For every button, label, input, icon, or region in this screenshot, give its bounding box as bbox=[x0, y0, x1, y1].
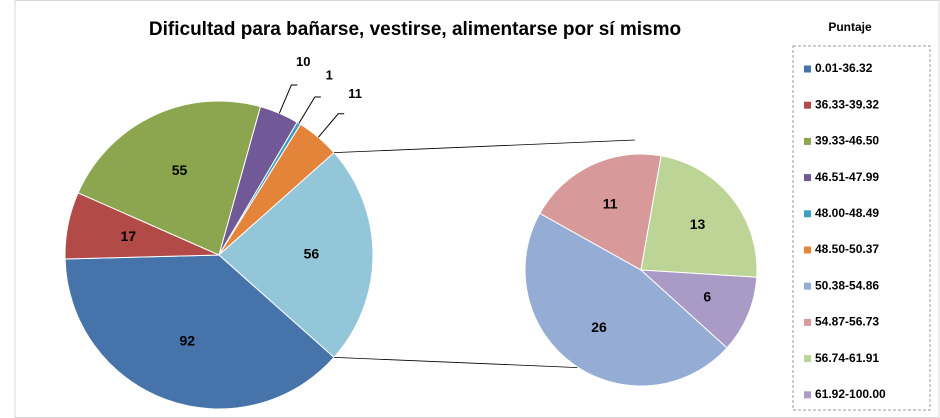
legend-title: Puntaje bbox=[828, 20, 872, 34]
leader-line bbox=[317, 113, 345, 138]
data-label: 92 bbox=[179, 332, 195, 348]
legend-swatch bbox=[804, 101, 811, 109]
legend-swatch bbox=[804, 174, 811, 182]
data-label: 55 bbox=[172, 162, 188, 178]
legend-label: 48.50-50.37 bbox=[815, 242, 879, 256]
data-label: 13 bbox=[690, 216, 706, 232]
data-label: 56 bbox=[304, 246, 320, 262]
legend-swatch bbox=[804, 318, 811, 326]
pie-slice bbox=[539, 153, 662, 271]
legend-label: 48.00-48.49 bbox=[815, 206, 879, 220]
leader-line bbox=[298, 96, 321, 124]
legend-swatch bbox=[804, 391, 811, 399]
data-label: 11 bbox=[603, 196, 618, 212]
pie-slice bbox=[524, 212, 728, 387]
data-label: 6 bbox=[703, 289, 711, 305]
data-label: 10 bbox=[296, 54, 310, 69]
legend-swatch bbox=[804, 137, 811, 145]
data-label: 1 bbox=[326, 67, 333, 82]
legend-label: 50.38-54.86 bbox=[815, 278, 879, 292]
legend-label: 36.33-39.32 bbox=[815, 97, 879, 111]
legend-label: 56.74-61.91 bbox=[815, 351, 879, 365]
legend-label: 0.01-36.32 bbox=[815, 61, 873, 75]
legend-swatch bbox=[804, 246, 811, 254]
legend-swatch bbox=[804, 65, 811, 73]
legend-label: 39.33-46.50 bbox=[815, 134, 879, 148]
leader-line bbox=[278, 84, 298, 114]
pie-slice bbox=[639, 269, 758, 349]
legend-label: 61.92-100.00 bbox=[815, 387, 886, 401]
legend-swatch bbox=[804, 210, 811, 218]
pie-slice bbox=[218, 151, 374, 359]
pie-slice bbox=[64, 254, 335, 410]
legend-swatch bbox=[804, 282, 811, 290]
pie-slice bbox=[77, 100, 262, 256]
legend-label: 46.51-47.99 bbox=[815, 170, 879, 184]
data-label: 26 bbox=[591, 319, 607, 335]
data-label: 17 bbox=[121, 228, 137, 244]
legend-swatch bbox=[804, 355, 811, 363]
data-label: 11 bbox=[348, 86, 362, 101]
connector-line bbox=[334, 139, 636, 154]
legend-box bbox=[792, 45, 931, 411]
legend-label: 54.87-56.73 bbox=[815, 315, 879, 329]
chart-title: Dificultad para bañarse, vestirse, alime… bbox=[149, 19, 681, 40]
pie-slice bbox=[640, 155, 758, 278]
